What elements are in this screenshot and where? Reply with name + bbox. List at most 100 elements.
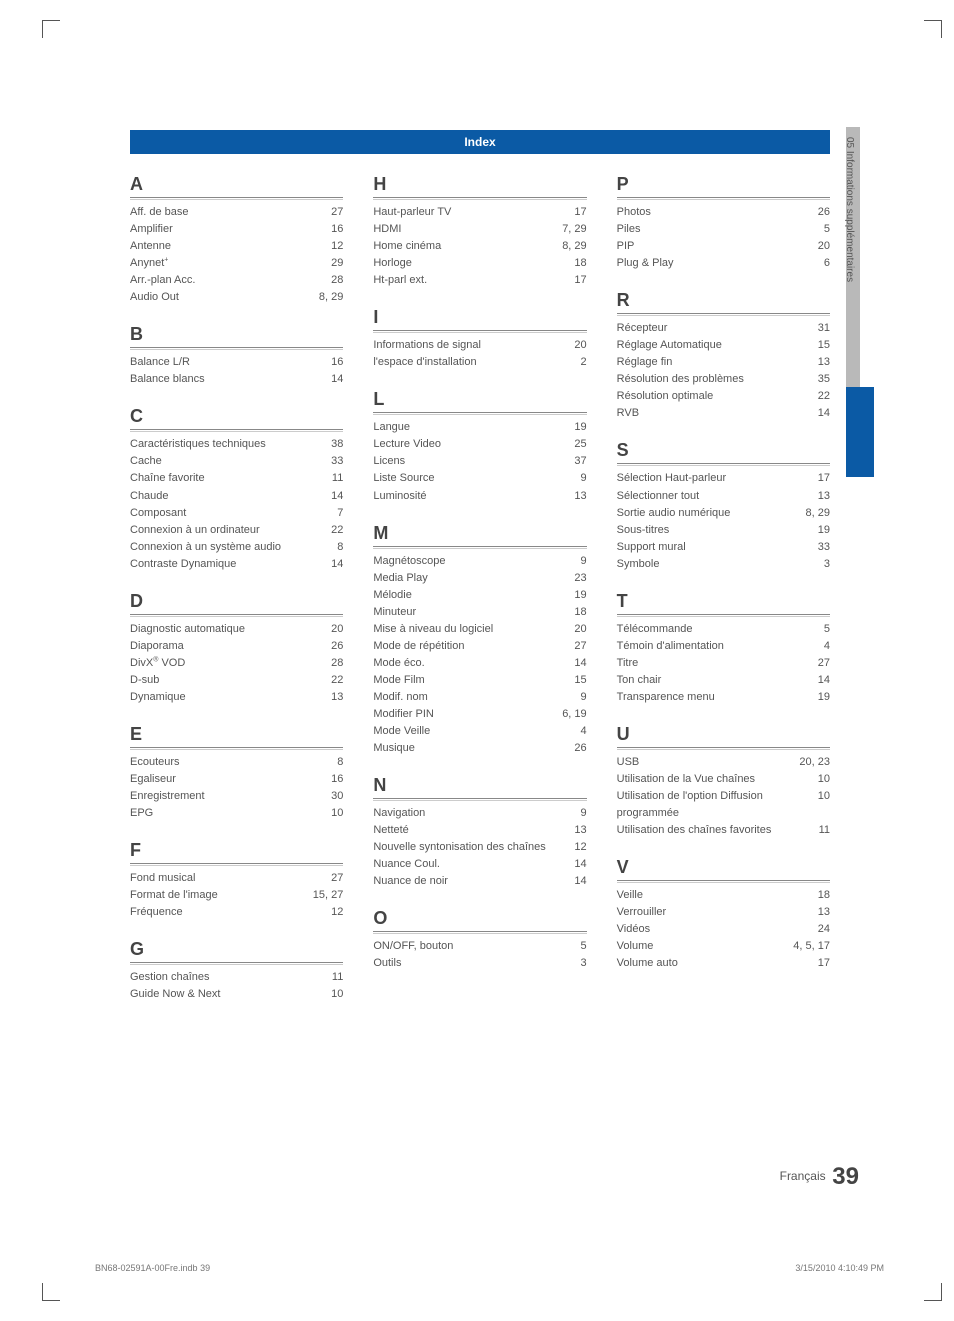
index-term: Balance L/R (130, 354, 331, 371)
index-entry: Balance blancs14 (130, 371, 343, 388)
index-entry: Résolution des problèmes35 (617, 371, 830, 388)
index-term: Télécommande (617, 621, 824, 638)
crop-mark (42, 20, 60, 38)
index-pages: 10 (818, 788, 830, 822)
index-pages: 9 (581, 470, 587, 487)
index-term: Ht-parl ext. (373, 272, 574, 289)
index-entry: Arr.-plan Acc.28 (130, 272, 343, 289)
index-term: Nouvelle syntonisation des chaînes (373, 839, 574, 856)
index-pages: 19 (574, 419, 586, 436)
footer-lang: Français (780, 1169, 826, 1183)
index-section: BBalance L/R16Balance blancs14 (130, 324, 343, 388)
index-pages: 19 (818, 689, 830, 706)
index-entry: Ht-parl ext.17 (373, 272, 586, 289)
index-entry: Diagnostic automatique20 (130, 621, 343, 638)
index-pages: 14 (818, 405, 830, 422)
index-entry: Gestion chaînes11 (130, 969, 343, 986)
index-entry: Antenne12 (130, 238, 343, 255)
index-pages: 28 (331, 655, 343, 672)
index-entry: Diaporama26 (130, 638, 343, 655)
index-pages: 17 (574, 272, 586, 289)
index-entry: Guide Now & Next10 (130, 986, 343, 1003)
index-term: Cache (130, 453, 331, 470)
index-term: Mode Veille (373, 723, 580, 740)
index-term: Lecture Video (373, 436, 574, 453)
index-term: Photos (617, 204, 818, 221)
index-term: Réglage fin (617, 354, 818, 371)
index-term: Arr.-plan Acc. (130, 272, 331, 289)
index-entry: Mode de répétition27 (373, 638, 586, 655)
crop-mark (924, 1283, 942, 1301)
index-term: Chaude (130, 488, 331, 505)
index-term: Titre (617, 655, 818, 672)
index-pages: 38 (331, 436, 343, 453)
index-section: IInformations de signal20l'espace d'inst… (373, 307, 586, 371)
index-pages: 15 (574, 672, 586, 689)
index-pages: 22 (331, 522, 343, 539)
index-entry: Horloge18 (373, 255, 586, 272)
index-entry: Dynamique13 (130, 689, 343, 706)
index-term: Plug & Play (617, 255, 824, 272)
page-footer: Français 39 (780, 1163, 859, 1191)
index-entry: Home cinéma8, 29 (373, 238, 586, 255)
index-term: Témoin d'alimentation (617, 638, 824, 655)
index-term: Diagnostic automatique (130, 621, 331, 638)
index-letter: E (130, 724, 343, 748)
index-entry: Fréquence12 (130, 904, 343, 921)
index-entry: Nuance de noir14 (373, 873, 586, 890)
index-entry: Cache33 (130, 453, 343, 470)
index-entry: Modif. nom9 (373, 689, 586, 706)
index-term: Nuance Coul. (373, 856, 574, 873)
index-entry: Lecture Video25 (373, 436, 586, 453)
index-entry: Témoin d'alimentation4 (617, 638, 830, 655)
index-entry: l'espace d'installation2 (373, 354, 586, 371)
index-entry: Nuance Coul.14 (373, 856, 586, 873)
index-entry: Chaude14 (130, 488, 343, 505)
index-pages: 15 (818, 337, 830, 354)
index-pages: 7, 29 (562, 221, 586, 238)
index-entry: Amplifier16 (130, 221, 343, 238)
index-term: PIP (617, 238, 818, 255)
index-pages: 22 (331, 672, 343, 689)
index-section: OON/OFF, bouton5Outils3 (373, 908, 586, 972)
index-pages: 12 (331, 238, 343, 255)
index-term: Aff. de base (130, 204, 331, 221)
index-term: Verrouiller (617, 904, 818, 921)
index-pages: 6, 19 (562, 706, 586, 723)
index-entry: EPG10 (130, 805, 343, 822)
index-term: ON/OFF, bouton (373, 938, 580, 955)
index-entry: Minuteur18 (373, 604, 586, 621)
index-pages: 26 (574, 740, 586, 757)
index-pages: 20 (574, 621, 586, 638)
index-pages: 18 (818, 887, 830, 904)
index-pages: 26 (331, 638, 343, 655)
index-term: Vidéos (617, 921, 818, 938)
index-term: Liste Source (373, 470, 580, 487)
index-entry: Ton chair14 (617, 672, 830, 689)
index-entry: Enregistrement30 (130, 788, 343, 805)
index-letter: T (617, 591, 830, 615)
index-term: D-sub (130, 672, 331, 689)
index-pages: 10 (331, 805, 343, 822)
index-entry: Verrouiller13 (617, 904, 830, 921)
index-section: HHaut-parleur TV17HDMI7, 29Home cinéma8,… (373, 174, 586, 289)
index-term: Fréquence (130, 904, 331, 921)
index-entry: Volume4, 5, 17 (617, 938, 830, 955)
index-pages: 7 (337, 505, 343, 522)
index-term: Outils (373, 955, 580, 972)
index-entry: Luminosité13 (373, 488, 586, 505)
index-entry: Composant7 (130, 505, 343, 522)
index-term: Connexion à un ordinateur (130, 522, 331, 539)
side-tab-blue (846, 387, 874, 477)
index-entry: Résolution optimale22 (617, 388, 830, 405)
index-term: Utilisation des chaînes favorites (617, 822, 819, 839)
index-term: Mode Film (373, 672, 574, 689)
index-entry: Media Play23 (373, 570, 586, 587)
index-term: Nuance de noir (373, 873, 574, 890)
side-tab-label: 05 Informations supplémentaires (844, 137, 855, 282)
index-pages: 33 (331, 453, 343, 470)
index-term: Mélodie (373, 587, 574, 604)
index-pages: 5 (824, 621, 830, 638)
index-term: Balance blancs (130, 371, 331, 388)
index-letter: N (373, 775, 586, 799)
